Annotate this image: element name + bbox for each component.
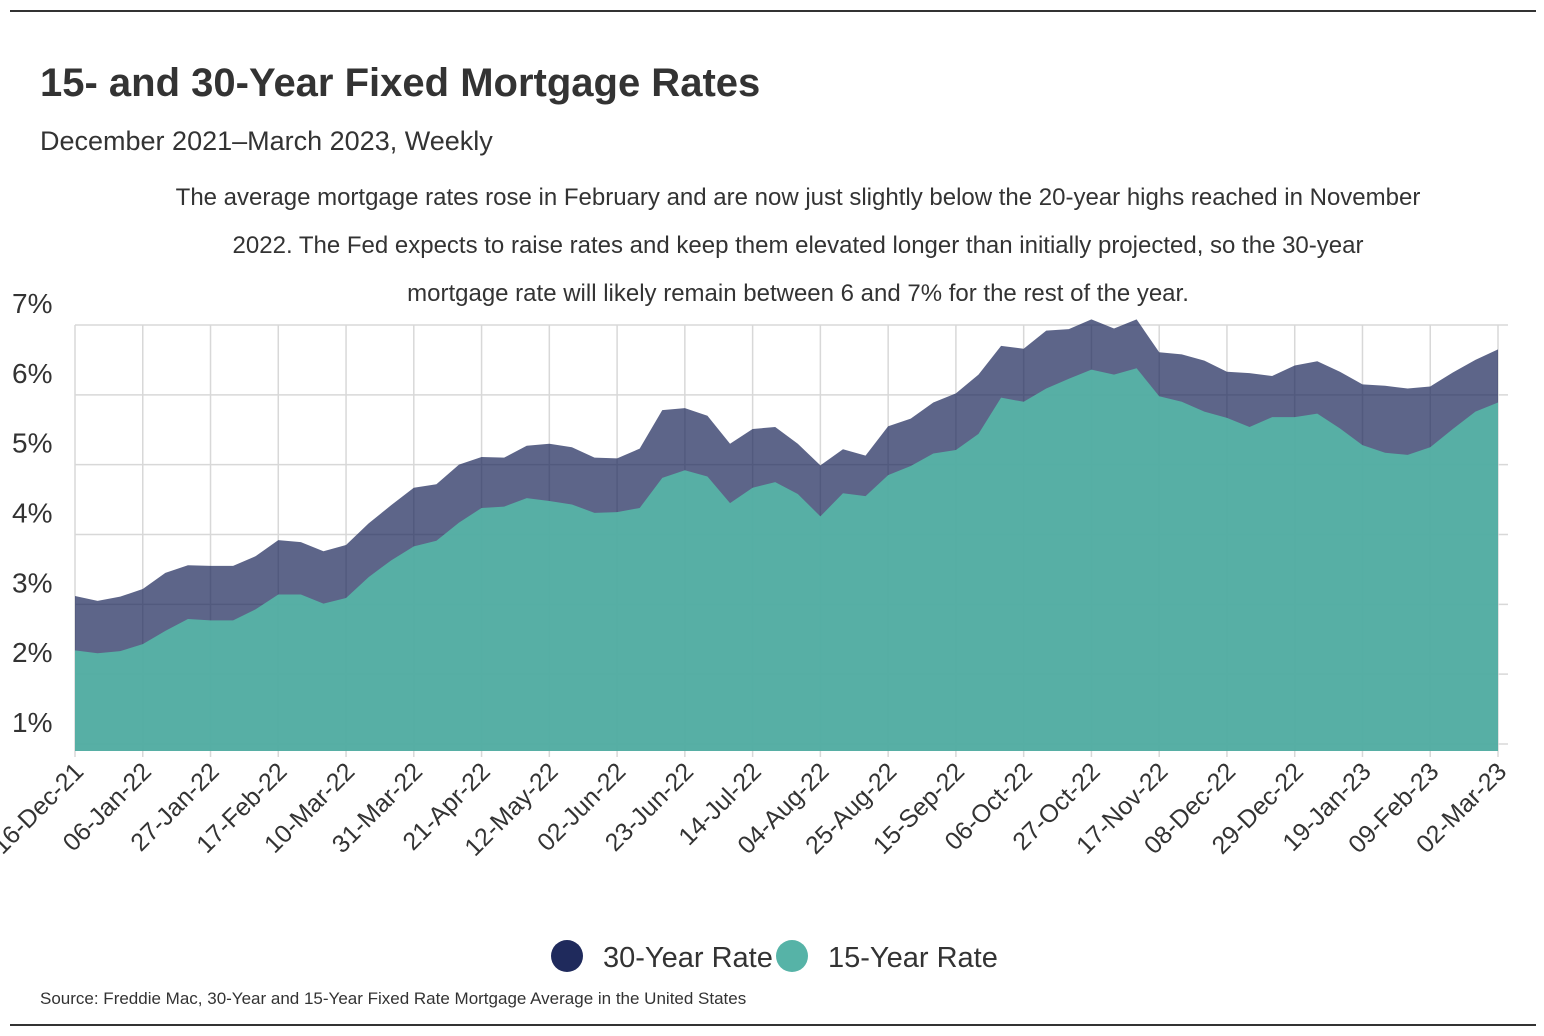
annotation: mortgage rate will likely remain between… [407, 280, 1189, 307]
y-tick-label: 5% [12, 428, 52, 459]
y-tick-label: 2% [12, 637, 52, 668]
chart-title: 15- and 30-Year Fixed Mortgage Rates [40, 61, 760, 105]
y-tick-label: 3% [12, 567, 52, 598]
y-tick-label: 6% [12, 358, 52, 389]
y-tick-label: 7% [12, 288, 52, 319]
annotation: The average mortgage rates rose in Febru… [176, 184, 1421, 211]
legend-label: 15-Year Rate [828, 942, 998, 974]
chart-subtitle: December 2021–March 2023, Weekly [40, 126, 493, 156]
y-tick-label: 1% [12, 707, 52, 738]
annotation: 2022. The Fed expects to raise rates and… [233, 232, 1364, 259]
area [75, 368, 1498, 751]
legend-label: 30-Year Rate [603, 942, 773, 974]
legend-swatch [551, 940, 583, 972]
source: Source: Freddie Mac, 30-Year and 15-Year… [40, 989, 746, 1008]
y-tick-label: 4% [12, 498, 52, 529]
legend-swatch [776, 940, 808, 972]
